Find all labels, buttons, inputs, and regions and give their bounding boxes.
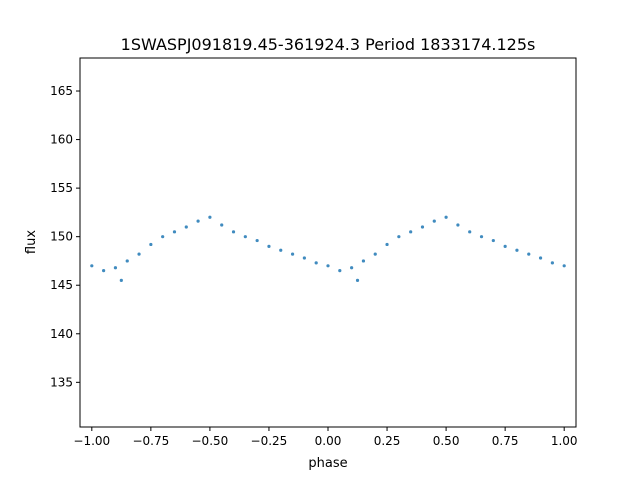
scatter-point	[361, 259, 366, 263]
scatter-point	[161, 235, 165, 239]
scatter-point	[527, 252, 531, 256]
scatter-point	[432, 219, 436, 223]
scatter-point	[184, 225, 188, 229]
chart-title: 1SWASPJ091819.45-361924.3 Period 1833174…	[121, 35, 536, 54]
x-axis-label: phase	[308, 456, 347, 471]
x-tick-label: −1.00	[73, 434, 110, 448]
scatter-point	[279, 248, 283, 252]
scatter-point	[491, 238, 495, 243]
scatter-point	[350, 266, 354, 270]
x-tick-label: 1.00	[551, 434, 578, 448]
y-tick-label: 160	[50, 133, 73, 147]
scatter-point	[338, 269, 342, 273]
scatter-point	[113, 266, 118, 270]
scatter-point	[231, 230, 236, 234]
y-tick-label: 155	[50, 181, 73, 195]
x-tick-label: −0.75	[132, 434, 169, 448]
scatter-point	[290, 252, 295, 256]
scatter-point	[172, 230, 177, 234]
x-tick-label: −0.50	[192, 434, 229, 448]
scatter-point	[90, 264, 94, 268]
scatter-point	[255, 238, 259, 243]
scatter-point	[102, 269, 106, 273]
y-axis-label: flux	[24, 230, 39, 254]
x-tick-label: 0.75	[492, 434, 519, 448]
scatter-point	[397, 235, 401, 239]
scatter-point	[125, 259, 129, 263]
scatter-point	[373, 252, 377, 256]
x-tick-label: 0.25	[374, 434, 401, 448]
scatter-point	[326, 264, 330, 268]
scatter-point	[550, 261, 554, 265]
scatter-point	[119, 278, 123, 282]
scatter-point	[196, 219, 200, 223]
x-tick-label: −0.25	[251, 434, 288, 448]
scatter-point	[243, 235, 247, 239]
x-tick-label: 0.00	[315, 434, 342, 448]
y-tick-label: 140	[50, 327, 73, 341]
scatter-point	[503, 244, 507, 248]
scatter-point	[208, 215, 212, 219]
scatter-points	[90, 215, 566, 282]
scatter-point	[444, 215, 448, 219]
y-tick-label: 150	[50, 230, 73, 244]
x-tick-label: 0.50	[433, 434, 460, 448]
scatter-point	[355, 278, 360, 282]
scatter-point	[385, 242, 389, 247]
y-tick-label: 135	[50, 375, 73, 389]
y-tick-label: 165	[50, 84, 73, 98]
scatter-point	[456, 223, 460, 227]
y-tick-label: 145	[50, 278, 73, 292]
scatter-point	[409, 230, 413, 234]
scatter-point	[468, 230, 472, 234]
scatter-point	[515, 248, 519, 252]
scatter-point	[137, 252, 141, 256]
x-axis: −1.00 −0.75 −0.50 −0.25 0.00 0.25 0.50 0.75 1.00	[73, 427, 578, 448]
scatter-point	[538, 256, 543, 260]
scatter-point	[479, 235, 484, 239]
y-axis: 135 140 145 150 155 160 165	[50, 84, 80, 389]
scatter-point	[314, 261, 318, 265]
scatter-point	[267, 244, 271, 248]
scatter-point	[149, 242, 153, 247]
scatter-point	[562, 264, 566, 268]
scatter-point	[220, 223, 224, 227]
scatter-point	[420, 225, 425, 229]
scatter-point	[302, 256, 306, 260]
